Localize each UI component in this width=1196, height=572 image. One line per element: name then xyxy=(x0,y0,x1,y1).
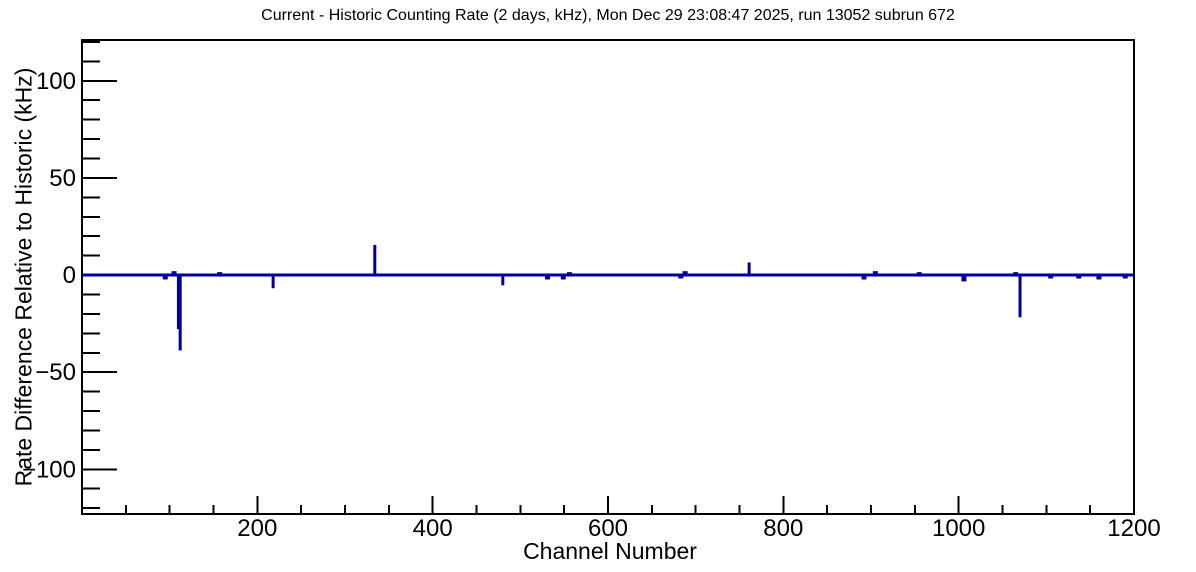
data-spike xyxy=(916,272,922,277)
y-tick-label: 0 xyxy=(63,262,76,289)
data-spike xyxy=(1013,272,1019,277)
data-spike xyxy=(373,244,377,277)
data-spike xyxy=(162,275,168,280)
y-axis-title: Rate Difference Relative to Historic (kH… xyxy=(10,67,37,487)
plot-frame xyxy=(81,39,1135,515)
data-spike xyxy=(501,275,505,286)
data-spike xyxy=(961,275,967,282)
data-spike xyxy=(872,271,878,277)
data-spike xyxy=(176,275,180,330)
data-spike xyxy=(1076,275,1082,279)
x-tick-label: 400 xyxy=(413,515,453,542)
y-tick-label: 100 xyxy=(36,68,76,95)
x-tick-label: 800 xyxy=(763,515,803,542)
data-spike xyxy=(171,271,177,277)
y-tick-label: 50 xyxy=(49,165,76,192)
data-spike xyxy=(271,275,275,289)
chart-title: Current - Historic Counting Rate (2 days… xyxy=(261,7,955,24)
data-spike xyxy=(861,275,867,280)
x-tick-label: 1000 xyxy=(932,515,985,542)
x-tick-label: 1200 xyxy=(1107,515,1160,542)
data-spike xyxy=(178,275,182,351)
data-spike xyxy=(1018,275,1022,318)
x-axis-title: Channel Number xyxy=(523,538,697,564)
x-tick-label: 200 xyxy=(237,515,277,542)
data-spike xyxy=(747,262,751,277)
data-spike xyxy=(1122,275,1128,279)
data-spike xyxy=(217,272,223,277)
data-spike xyxy=(1096,275,1102,280)
y-tick-label: −50 xyxy=(35,359,76,386)
x-tick-label: 600 xyxy=(588,515,628,542)
data-spike xyxy=(678,275,684,279)
data-spike xyxy=(545,275,551,280)
data-spike xyxy=(566,272,572,277)
data-spike xyxy=(560,275,566,280)
y-tick-label: −100 xyxy=(22,456,76,483)
data-spike xyxy=(1048,275,1054,279)
data-spike xyxy=(682,271,688,277)
